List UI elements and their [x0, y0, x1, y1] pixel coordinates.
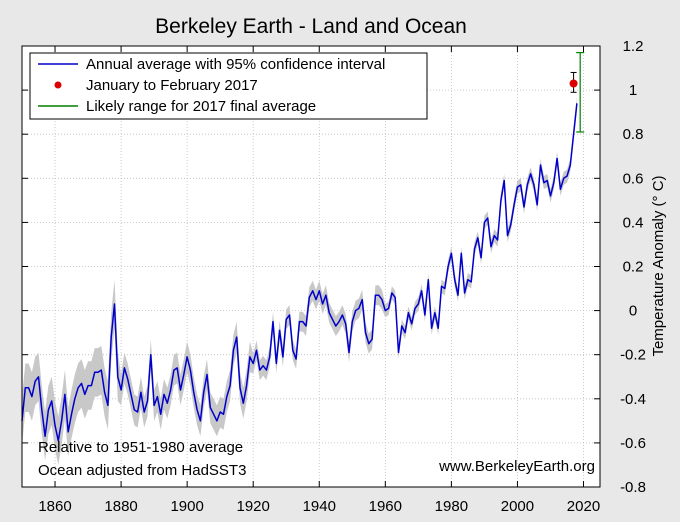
y-axis-label: Temperature Anomaly (° C) — [650, 175, 667, 356]
y-tick-label: 0.2 — [623, 259, 644, 276]
plot-frame — [21, 45, 601, 488]
x-tick-label: 2000 — [501, 498, 534, 515]
legend-box — [29, 52, 428, 120]
annotation-ocean: Ocean adjusted from HadSST3 — [38, 462, 246, 479]
y-tick-label: -0.2 — [620, 347, 646, 364]
y-tick-labels: -0.8 -0.6 -0.4 -0.2 0 0.2 0.4 0.6 0.8 1 1.2 — [620, 38, 646, 496]
x-tick-label: 1860 — [38, 498, 71, 515]
annotation-baseline: Relative to 1951-1980 average — [38, 439, 243, 456]
y-tick-label: 1 — [629, 82, 637, 99]
y-tick-label: -0.6 — [620, 435, 646, 452]
y-tick-label: -0.8 — [620, 479, 646, 496]
x-tick-labels: 1860 1880 1900 1920 1940 1960 1980 2000 2020 — [38, 498, 600, 515]
chart-title: Berkeley Earth - Land and Ocean — [155, 15, 467, 38]
x-tick-label: 1960 — [369, 498, 402, 515]
axis-ticks — [22, 45, 600, 488]
legend: Annual average with 95% confidence inter… — [29, 52, 428, 120]
y-tick-label: 0 — [629, 303, 637, 320]
x-tick-label: 1900 — [170, 498, 203, 515]
annual-average-line — [21, 103, 578, 442]
x-tick-label: 2020 — [567, 498, 600, 515]
x-tick-label: 1980 — [435, 498, 468, 515]
legend-swatch-point — [54, 81, 62, 89]
source-credit: www.BerkeleyEarth.org — [438, 458, 595, 475]
jan-feb-2017-point — [569, 79, 578, 88]
y-tick-label: 0.8 — [623, 126, 644, 143]
legend-label-range: Likely range for 2017 final average — [86, 98, 316, 115]
legend-label-annual: Annual average with 95% confidence inter… — [86, 56, 385, 73]
y-tick-label: 0.4 — [623, 214, 644, 231]
likely-range-2017 — [576, 52, 585, 133]
y-tick-label: 0.6 — [623, 170, 644, 187]
jan-feb-2017-point-group — [569, 71, 578, 93]
x-tick-label: 1880 — [104, 498, 137, 515]
legend-label-point: January to February 2017 — [86, 77, 258, 94]
y-tick-label: 1.2 — [623, 38, 644, 55]
x-tick-label: 1940 — [303, 498, 336, 515]
y-tick-label: -0.4 — [620, 391, 646, 408]
x-tick-label: 1920 — [237, 498, 270, 515]
